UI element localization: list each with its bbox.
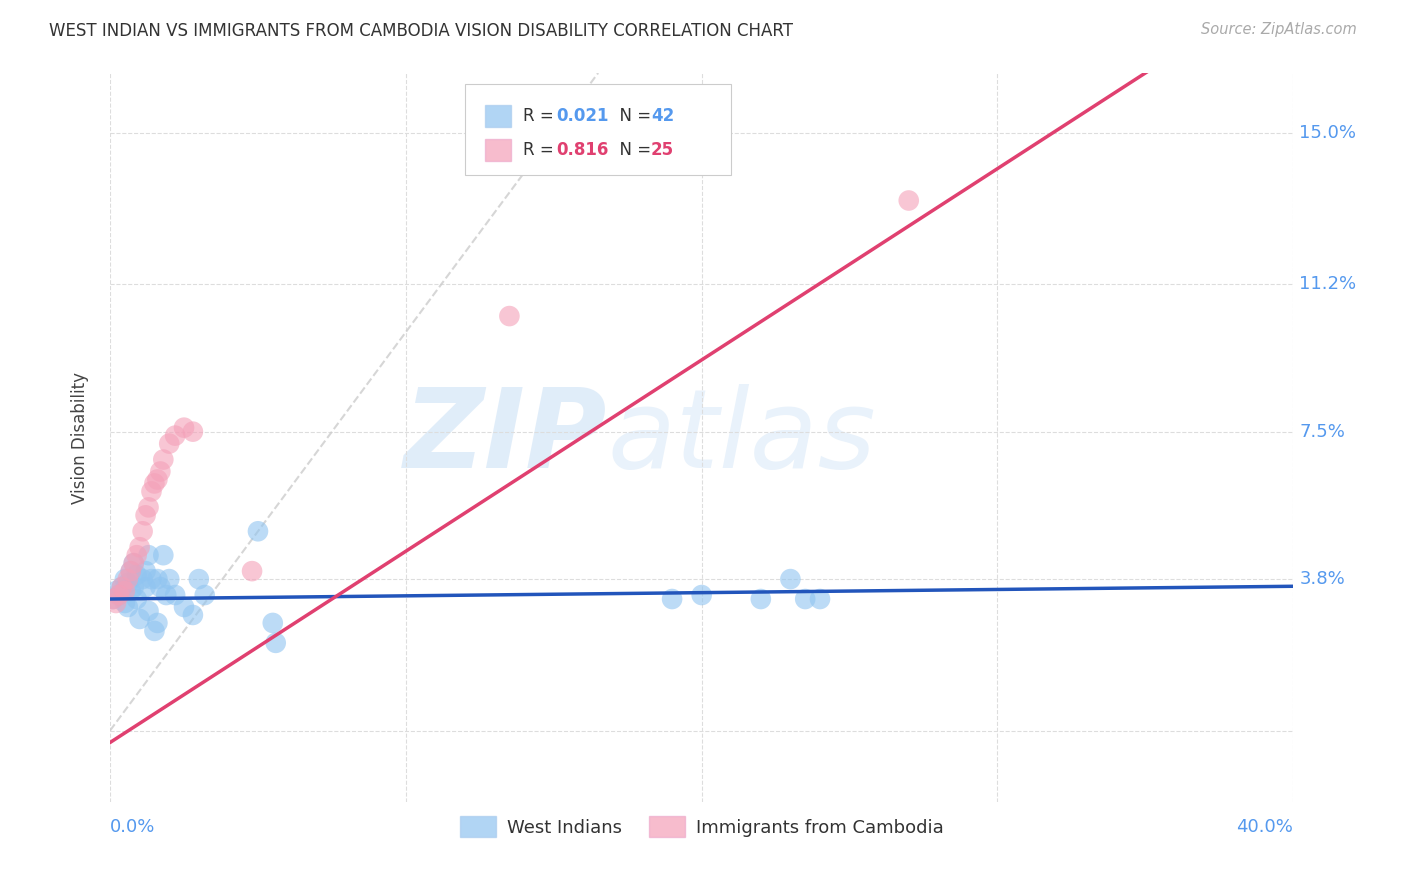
Point <box>135 508 157 523</box>
FancyBboxPatch shape <box>485 138 512 161</box>
Point <box>181 425 204 439</box>
Text: 11.2%: 11.2% <box>1299 276 1357 293</box>
Point <box>111 580 134 594</box>
Point <box>779 572 801 586</box>
Text: atlas: atlas <box>607 384 876 491</box>
Point <box>264 636 287 650</box>
Point <box>120 584 142 599</box>
Point <box>173 599 195 614</box>
Point <box>125 592 148 607</box>
Point <box>194 588 217 602</box>
Point <box>262 615 284 630</box>
Point <box>104 596 127 610</box>
Text: R =: R = <box>523 141 560 159</box>
Text: R =: R = <box>523 107 560 125</box>
Text: N =: N = <box>609 141 657 159</box>
Point <box>149 580 172 594</box>
Point <box>128 612 150 626</box>
Point <box>138 500 160 515</box>
Point <box>146 615 169 630</box>
Text: 0.021: 0.021 <box>557 107 609 125</box>
Point <box>111 580 134 594</box>
Point <box>108 588 131 602</box>
Point <box>114 572 136 586</box>
Point <box>165 588 187 602</box>
FancyBboxPatch shape <box>465 84 731 175</box>
Text: Source: ZipAtlas.com: Source: ZipAtlas.com <box>1201 22 1357 37</box>
Point <box>165 428 187 442</box>
Point <box>146 473 169 487</box>
Point <box>141 572 163 586</box>
Point <box>125 568 148 582</box>
Point <box>131 572 153 586</box>
Point <box>122 556 145 570</box>
Text: WEST INDIAN VS IMMIGRANTS FROM CAMBODIA VISION DISABILITY CORRELATION CHART: WEST INDIAN VS IMMIGRANTS FROM CAMBODIA … <box>49 22 793 40</box>
Point <box>240 564 263 578</box>
Point <box>120 564 142 578</box>
Point <box>808 592 831 607</box>
Text: 3.8%: 3.8% <box>1299 570 1346 588</box>
Point <box>117 599 139 614</box>
Point <box>152 452 174 467</box>
Point <box>138 548 160 562</box>
Point <box>794 592 817 607</box>
Point <box>114 584 136 599</box>
Point <box>114 596 136 610</box>
Point <box>122 556 145 570</box>
Point <box>128 540 150 554</box>
Text: 42: 42 <box>651 107 673 125</box>
Point <box>143 624 166 638</box>
Point <box>101 592 124 607</box>
Point <box>157 572 180 586</box>
Point <box>157 436 180 450</box>
FancyBboxPatch shape <box>485 105 512 128</box>
Point <box>101 592 124 607</box>
Point <box>131 524 153 539</box>
Point <box>897 194 920 208</box>
Point <box>117 572 139 586</box>
Point <box>246 524 269 539</box>
Point <box>690 588 713 602</box>
Point <box>125 548 148 562</box>
Point <box>152 548 174 562</box>
Point <box>187 572 209 586</box>
Point <box>661 592 683 607</box>
Text: 7.5%: 7.5% <box>1299 423 1346 441</box>
Point <box>155 588 177 602</box>
Text: 0.0%: 0.0% <box>110 818 156 836</box>
Point <box>749 592 772 607</box>
Point <box>117 576 139 591</box>
Text: 40.0%: 40.0% <box>1236 818 1294 836</box>
Legend: West Indians, Immigrants from Cambodia: West Indians, Immigrants from Cambodia <box>453 809 950 845</box>
Point <box>149 465 172 479</box>
Text: 25: 25 <box>651 141 673 159</box>
Point <box>498 309 520 323</box>
Text: 0.816: 0.816 <box>557 141 609 159</box>
Point <box>141 484 163 499</box>
Point <box>143 476 166 491</box>
Point <box>104 584 127 599</box>
Point <box>120 564 142 578</box>
Point <box>108 588 131 602</box>
Point <box>146 572 169 586</box>
Text: ZIP: ZIP <box>404 384 607 491</box>
Y-axis label: Vision Disability: Vision Disability <box>72 372 89 504</box>
Text: 15.0%: 15.0% <box>1299 124 1357 142</box>
Text: N =: N = <box>609 107 657 125</box>
Point <box>135 564 157 578</box>
Point <box>181 607 204 622</box>
Point <box>173 420 195 434</box>
Point <box>135 580 157 594</box>
Point <box>122 580 145 594</box>
Point <box>138 604 160 618</box>
